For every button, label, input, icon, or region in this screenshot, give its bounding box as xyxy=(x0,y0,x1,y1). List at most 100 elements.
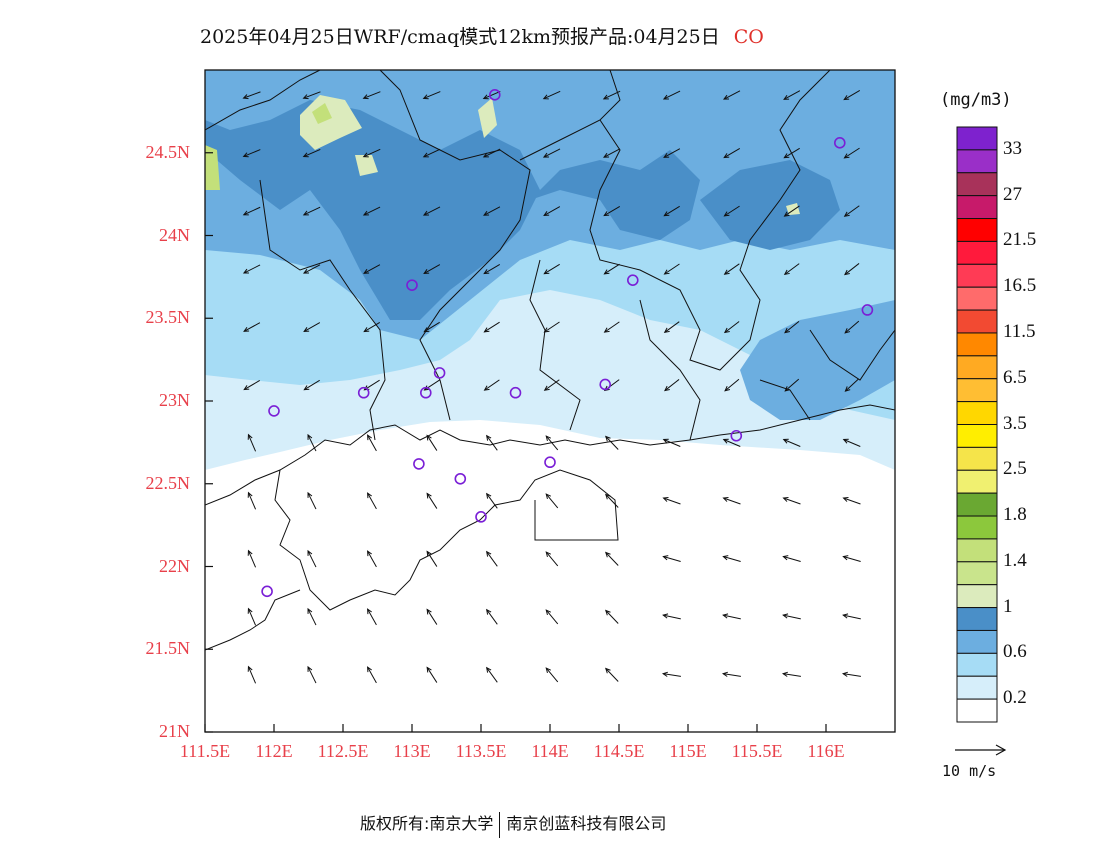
legend-label: 3.5 xyxy=(1003,412,1027,434)
wind-arrow xyxy=(486,666,498,683)
map-title: 2025年04月25日WRF/cmaq模式12km预报产品:04月25日 CO xyxy=(200,22,900,52)
station-marker xyxy=(544,456,556,469)
wind-arrow xyxy=(545,435,559,451)
wind-arrow xyxy=(843,147,860,159)
colorbar-swatch xyxy=(956,492,998,517)
colorbar-swatch xyxy=(956,401,998,426)
wind-arrow xyxy=(723,148,741,159)
wind-arrow xyxy=(722,496,741,505)
wind-arrow xyxy=(602,90,621,100)
colorbar-swatch xyxy=(956,218,998,242)
lon-label: 114.5E xyxy=(593,741,645,761)
wind-arrow xyxy=(545,609,559,625)
wind-arrow xyxy=(782,555,801,562)
wind-arrow xyxy=(843,205,860,217)
legend-label: 6.5 xyxy=(1003,366,1027,388)
wind-arrow xyxy=(242,264,261,274)
wind-arrow xyxy=(486,492,498,509)
lon-label: 112E xyxy=(255,741,293,761)
footer-left: 版权所有:南京大学 xyxy=(360,814,494,833)
colorbar-swatch xyxy=(956,172,998,197)
wind-arrow xyxy=(722,90,741,100)
wind-arrow xyxy=(307,491,317,510)
wind-arrow xyxy=(302,206,321,216)
station-marker xyxy=(509,386,522,399)
station-marker xyxy=(730,429,743,442)
legend-label: 33 xyxy=(1003,137,1022,159)
wind-arrow xyxy=(363,264,381,274)
wind-arrow xyxy=(663,263,680,275)
lat-label: 21.5N xyxy=(145,638,191,659)
colorbar-swatch xyxy=(956,263,998,288)
wind-arrow xyxy=(782,438,801,447)
lon-label: 115E xyxy=(669,741,707,761)
lat-label: 22N xyxy=(159,555,190,576)
wind-arrow xyxy=(426,434,438,451)
colorbar-swatch xyxy=(956,561,998,586)
colorbar-swatch xyxy=(956,515,998,540)
lon-label: 112.5E xyxy=(317,741,369,761)
lat-label: 23N xyxy=(159,390,190,410)
colorbar-swatch xyxy=(956,126,998,151)
wind-arrow xyxy=(722,555,741,562)
wind-arrow xyxy=(483,379,500,391)
wind-arrow xyxy=(367,550,377,568)
wind-arrow xyxy=(605,551,619,566)
wind-arrow xyxy=(784,320,800,334)
wind-arrow xyxy=(543,263,560,275)
wind-arrow xyxy=(486,550,498,567)
wind-arrow xyxy=(307,433,317,452)
station-marker xyxy=(433,367,446,379)
wind-arrow xyxy=(603,263,620,275)
wind-arrow xyxy=(242,206,261,216)
colorbar-swatch xyxy=(956,584,998,609)
wind-arrow xyxy=(423,321,440,333)
lat-label: 24N xyxy=(159,224,190,245)
wind-arrow xyxy=(842,613,861,620)
station-marker xyxy=(413,458,425,470)
legend-label: 27 xyxy=(1003,183,1022,205)
station-marker xyxy=(833,137,846,149)
wind-arrow xyxy=(842,555,861,562)
wind-arrow xyxy=(662,438,681,447)
station-marker xyxy=(861,304,874,316)
wind-arrow xyxy=(482,90,501,100)
wind-arrow xyxy=(542,90,561,100)
wind-arrow xyxy=(783,147,800,159)
legend-label: 1.8 xyxy=(1003,504,1027,526)
legend-label: 0.6 xyxy=(1003,641,1027,663)
lon-label: 113E xyxy=(393,741,431,761)
wind-arrow xyxy=(426,492,438,509)
wind-arrow xyxy=(247,433,257,452)
colorbar-swatch xyxy=(956,607,998,631)
station-marker xyxy=(261,585,273,598)
wind-arrow xyxy=(367,434,377,452)
wind-arrow xyxy=(243,380,261,391)
wind-arrow xyxy=(303,379,320,391)
wind-arrow xyxy=(842,438,861,447)
colorbar-swatch xyxy=(956,149,998,174)
wind-arrow xyxy=(362,206,381,216)
wind-arrow xyxy=(662,555,681,562)
wind-arrow xyxy=(542,148,561,158)
colorbar-swatch xyxy=(956,469,998,494)
colorbar-swatch xyxy=(956,355,998,380)
legend-label: 2.5 xyxy=(1003,458,1027,480)
colorbar-swatch xyxy=(956,538,998,563)
wind-arrow xyxy=(302,149,321,158)
station-marker xyxy=(419,386,432,399)
wind-arrow xyxy=(247,491,257,510)
wind-arrow xyxy=(663,205,680,217)
colorbar-swatch xyxy=(956,629,998,654)
legend-label: 16.5 xyxy=(1003,275,1037,297)
wind-arrow xyxy=(783,90,801,100)
wind-arrow xyxy=(362,148,381,158)
station-marker xyxy=(488,89,501,101)
wind-arrow xyxy=(603,206,621,217)
lon-label: 113.5E xyxy=(455,741,507,761)
wind-arrow xyxy=(247,665,257,684)
wind-arrow xyxy=(783,205,800,217)
wind-arrow xyxy=(422,91,441,100)
wind-arrow xyxy=(302,264,321,274)
legend-unit: (mg/m3) xyxy=(940,90,1012,110)
